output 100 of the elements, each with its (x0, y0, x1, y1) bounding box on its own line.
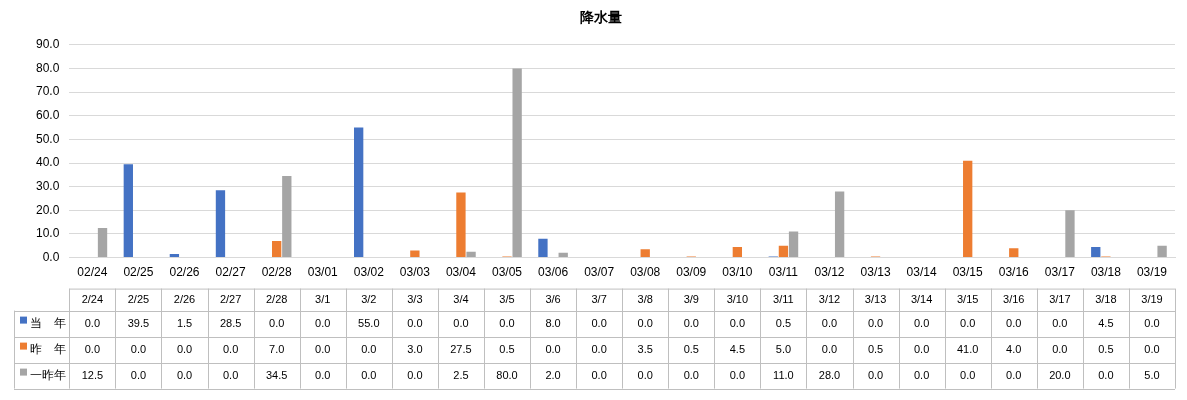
x-tick-label: 03/10 (722, 265, 753, 280)
data-label: 0.0 (1006, 316, 1022, 329)
text: 3/18 (1095, 292, 1117, 305)
bar (1009, 248, 1019, 258)
data-label: 28.5 (219, 316, 242, 329)
data-label: 5.0 (1144, 368, 1160, 381)
bar (834, 191, 845, 258)
x-tick-label: 02/24 (77, 265, 108, 280)
text: 3/12 (818, 292, 841, 305)
bar (410, 250, 420, 258)
x-tick-label: 03/06 (538, 265, 569, 280)
data-label: 0.0 (1006, 368, 1022, 381)
data-label: 0.0 (1098, 368, 1114, 381)
data-label: 0.0 (269, 316, 285, 329)
data-label: 0.5 (1098, 342, 1114, 355)
bar (215, 190, 226, 258)
data-label: 0.0 (130, 368, 147, 381)
data-label: 0.0 (729, 316, 745, 329)
x-tick-label: 03/03 (399, 265, 431, 280)
data-label: 0.0 (407, 316, 423, 329)
data-label: 0.0 (407, 368, 423, 381)
data-label: 0.0 (913, 342, 930, 355)
data-label: 0.5 (775, 316, 792, 329)
data-label: 55.0 (358, 316, 380, 329)
y-tick-label: 60.0 (36, 108, 60, 123)
data-label: 34.5 (265, 368, 288, 381)
data-label: 0.0 (913, 368, 930, 381)
data-label: 0.0 (361, 368, 377, 381)
data-label: 0.5 (499, 342, 515, 355)
data-label: 27.5 (450, 342, 472, 355)
data-label: 0.0 (591, 316, 607, 329)
data-label: 0.0 (867, 368, 884, 381)
x-tick-label: 03/12 (814, 265, 845, 280)
text: 3/10 (726, 292, 749, 305)
y-tick-label: 40.0 (36, 155, 60, 170)
data-label: 0.5 (683, 342, 699, 355)
x-tick-label: 03/01 (307, 265, 339, 280)
legend-label: 当 年 (30, 315, 66, 330)
text: 3/2 (361, 292, 377, 305)
x-tick-label: 03/16 (998, 265, 1030, 280)
data-label: 2.5 (453, 368, 469, 381)
y-tick-label: 70.0 (36, 84, 60, 99)
data-label: 0.0 (453, 316, 469, 329)
x-tick-label: 02/27 (215, 265, 246, 280)
data-label: 0.0 (683, 368, 699, 381)
text: 3/7 (591, 292, 607, 305)
bar (272, 241, 282, 258)
x-tick-label: 03/02 (353, 265, 385, 280)
text: 3/17 (1049, 292, 1071, 305)
data-label: 0.0 (821, 342, 838, 355)
chart-title: 降水量 (579, 9, 622, 26)
x-tick-label: 02/28 (261, 265, 292, 280)
bar (1065, 210, 1075, 258)
data-label: 3.0 (407, 342, 423, 355)
data-label: 3.5 (637, 342, 653, 355)
bar (1091, 246, 1101, 258)
x-tick-label: 03/04 (445, 265, 477, 280)
text: 3/6 (545, 292, 561, 305)
data-label: 1.5 (176, 316, 193, 329)
y-tick-label: 90.0 (36, 37, 60, 52)
text: 3/16 (1003, 292, 1025, 305)
data-label: 0.0 (683, 316, 699, 329)
data-label: 0.0 (1052, 316, 1068, 329)
data-label: 39.5 (127, 316, 150, 329)
text: 3/9 (683, 292, 699, 305)
data-label: 4.0 (1006, 342, 1022, 355)
legend-label: 昨 年 (30, 341, 66, 356)
legend-label: 一昨年 (30, 367, 66, 382)
y-tick-label: 30.0 (36, 178, 60, 193)
data-label: 4.5 (729, 342, 745, 355)
data-label: 20.0 (1049, 368, 1071, 381)
x-tick-label: 03/18 (1090, 265, 1122, 280)
data-label: 11.0 (773, 368, 794, 381)
data-label: 80.0 (496, 368, 518, 381)
data-label: 28.0 (818, 368, 841, 381)
bar (456, 192, 466, 258)
data-label: 5.0 (775, 342, 792, 355)
data-label: 0.0 (315, 316, 331, 329)
data-label: 0.0 (637, 316, 653, 329)
data-label: 0.0 (315, 368, 331, 381)
text: 3/8 (637, 292, 653, 305)
text: 3/4 (453, 292, 469, 305)
bar (123, 164, 133, 258)
bar (1157, 245, 1167, 258)
x-tick-label: 03/15 (952, 265, 984, 280)
data-label: 0.0 (729, 368, 745, 381)
y-tick-label: 20.0 (36, 202, 60, 217)
text: 2/28 (265, 292, 288, 305)
bar (354, 127, 364, 258)
x-tick-label: 03/13 (860, 265, 891, 280)
data-label: 0.0 (176, 342, 193, 355)
text: 3/5 (499, 292, 515, 305)
data-label: 0.5 (867, 342, 884, 355)
bar (169, 254, 180, 258)
data-label: 0.0 (867, 316, 884, 329)
bar (558, 252, 568, 258)
text: 2/27 (219, 292, 242, 305)
x-tick-label: 03/08 (630, 265, 661, 280)
x-tick-label: 03/17 (1044, 265, 1076, 280)
bar (282, 176, 292, 258)
